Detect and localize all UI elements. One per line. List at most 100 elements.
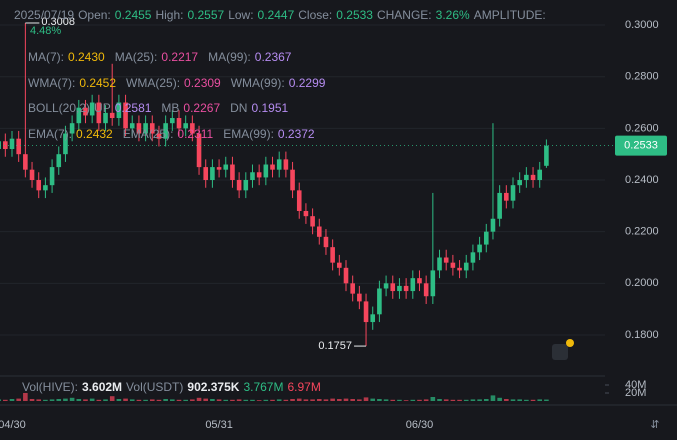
x-tick-label: 06/30: [406, 419, 434, 431]
candle-body: [129, 123, 135, 129]
volume-bar: [136, 399, 142, 401]
x-tick-label: 04/30: [0, 419, 26, 431]
settings-icon[interactable]: ⇵: [650, 419, 659, 431]
candle-body: [116, 102, 122, 119]
volume-bar: [330, 398, 335, 401]
candle-body: [183, 123, 188, 129]
indicator-label: MA(7):: [28, 50, 64, 64]
candle-body: [163, 123, 168, 139]
indicator-label: WMA(7):: [28, 75, 76, 90]
header-value: 0.2447: [257, 8, 295, 22]
volume-bar: [250, 399, 255, 401]
volume-bar: [524, 399, 529, 401]
candle-body: [109, 112, 115, 119]
candle-body: [270, 164, 275, 170]
candle-body: [443, 257, 449, 263]
indicator-label: MB: [161, 101, 180, 115]
volume-bar: [83, 399, 88, 401]
candle-body: [36, 180, 42, 191]
candle-body: [310, 216, 315, 227]
tool-icon[interactable]: [552, 344, 568, 360]
candle-body: [49, 167, 55, 186]
candle-body: [203, 167, 209, 181]
candle-body: [29, 169, 35, 181]
candle-body: [383, 283, 389, 289]
indicator-row: EMA(7): 0.2432 EMA(25): 0.2311 EMA(99): 0.237…: [28, 126, 325, 142]
volume-bar: [276, 399, 282, 401]
volume-value: 3.767M: [243, 380, 284, 394]
volume-bar: [96, 399, 102, 401]
volume-bar: [510, 399, 516, 401]
indicator-label: EMA(25):: [122, 126, 174, 141]
volume-bar: [430, 397, 436, 401]
candle-body: [504, 192, 509, 201]
candle-body: [230, 164, 235, 181]
y-tick-label: 0.2600: [625, 122, 659, 134]
volume-bar: [310, 399, 315, 401]
candle-body: [316, 226, 322, 237]
indicator-value: 0.2311: [177, 126, 214, 141]
price-tag-label: 0.2533: [624, 140, 658, 152]
volume-bar: [210, 399, 215, 401]
volume-bar: [236, 399, 242, 401]
volume-bar: [49, 399, 55, 401]
header-label: High:: [155, 8, 184, 22]
candle-body: [403, 285, 409, 292]
candle-body: [216, 167, 222, 170]
max-label: 0.3008: [41, 16, 75, 28]
y-tick-label: 0.1800: [625, 329, 659, 341]
candle-body: [76, 107, 82, 124]
indicator-row: BOLL(20,2) UP 0.2581 MB 0.2267 DN 0.1951: [28, 100, 298, 116]
volume-bar: [377, 399, 382, 401]
volume-bar: [23, 393, 28, 401]
candle-body: [63, 133, 68, 155]
candle-body: [370, 314, 376, 323]
candle-body: [530, 174, 536, 181]
candle-body: [510, 185, 516, 201]
volume-bar: [296, 398, 302, 401]
volume-bar: [423, 399, 429, 401]
volume-bar: [490, 395, 496, 401]
candle-body: [223, 164, 229, 170]
candle-body: [350, 283, 355, 294]
header-label: CHANGE:: [376, 8, 432, 22]
indicator-value: 0.1951: [251, 101, 289, 115]
volume-bar: [109, 396, 115, 401]
x-tick-label: 05/31: [205, 419, 233, 431]
volume-bar: [270, 399, 275, 401]
volume-tick-label: 20M: [625, 387, 646, 399]
volume-bar: [343, 398, 349, 401]
candle-body: [357, 293, 362, 302]
volume-bar: [483, 399, 489, 401]
candle-body: [470, 252, 476, 263]
candle-body: [483, 231, 489, 245]
tool-badge: [566, 339, 574, 347]
volume-bar: [0, 399, 1, 401]
volume-bar: [63, 398, 68, 401]
volume-bar: [156, 399, 162, 401]
volume-bar: [390, 399, 396, 401]
candle-body: [69, 123, 75, 134]
indicator-label: EMA(7):: [28, 126, 73, 141]
header-value: 0.2533: [336, 8, 373, 22]
candle-body: [323, 236, 329, 248]
volume-bar: [103, 399, 108, 401]
candle-body: [236, 180, 242, 191]
volume-bar: [443, 399, 449, 401]
volume-bar: [370, 398, 376, 401]
volume-bar: [450, 399, 456, 401]
volume-bar: [544, 399, 549, 401]
indicator-label: MA(25):: [114, 50, 158, 64]
candle-body: [437, 257, 442, 271]
candle-body: [537, 169, 543, 181]
candle-body: [477, 244, 482, 253]
volume-bar: [497, 397, 502, 401]
indicator-value: 0.2430: [68, 50, 105, 64]
indicator-value: 0.2299: [288, 75, 326, 90]
indicator-value: 0.2267: [183, 101, 221, 115]
header-label: AMPLITUDE:: [473, 8, 546, 22]
candle-body: [196, 133, 202, 168]
candle-body: [170, 118, 175, 124]
header-label: Low:: [228, 8, 254, 22]
candle-body: [417, 278, 422, 284]
